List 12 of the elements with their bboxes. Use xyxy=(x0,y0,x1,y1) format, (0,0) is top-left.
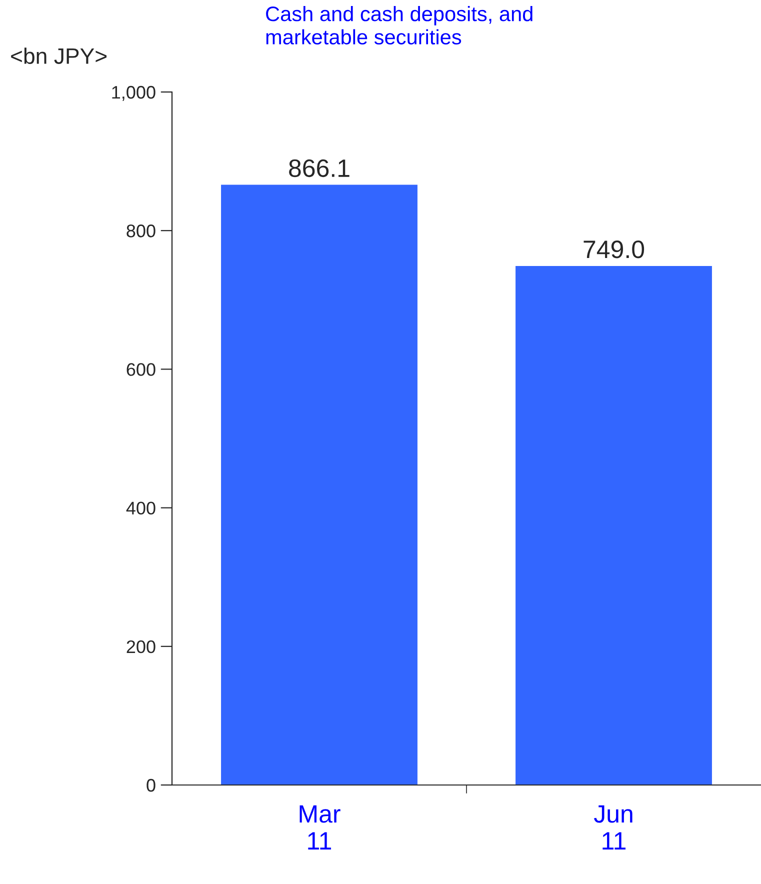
x-tick-label: Jun 11 xyxy=(594,805,632,850)
data-label: 749.0 xyxy=(584,240,644,258)
y-tick-label: 400 xyxy=(126,502,156,515)
y-tick-label: 200 xyxy=(126,640,156,654)
x-tick-label: Mar 11 xyxy=(300,805,340,850)
data-label: 866.1 xyxy=(289,159,350,178)
y-tick-label: 800 xyxy=(126,224,156,238)
chart-title: Cash and cash deposits, and marketable securities xyxy=(266,6,532,44)
y-axis-title: <bn JPY> xyxy=(11,48,107,64)
y-tick-label: 600 xyxy=(126,363,156,376)
y-tick-label: 1,000 xyxy=(112,86,156,101)
y-tick-label: 0 xyxy=(146,778,156,792)
